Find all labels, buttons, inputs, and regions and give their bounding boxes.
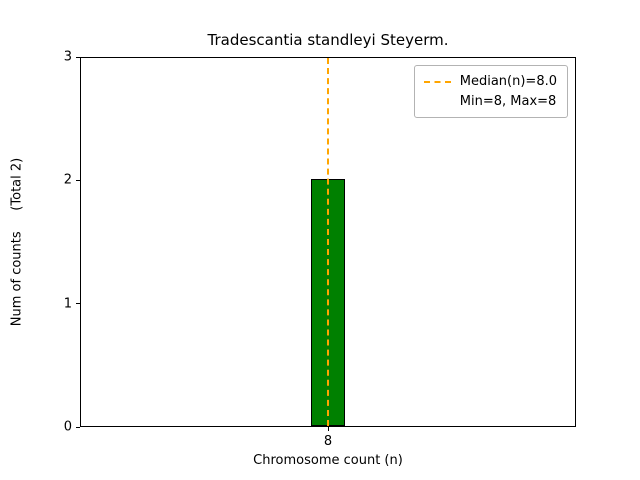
y-tick-label-0: 0: [63, 419, 72, 435]
median-dashed-line-icon: [423, 80, 451, 83]
y-tick-mark-3: [76, 56, 80, 58]
y-tick-mark-0: [76, 426, 80, 428]
legend-label-minmax: Min=8, Max=8: [459, 93, 557, 109]
plot-area: Median(n)=8.0 Min=8, Max=8: [80, 57, 576, 427]
legend-row-median: Median(n)=8.0: [423, 72, 557, 92]
chart-title: Tradescantia standleyi Steyerm.: [207, 31, 449, 49]
y-axis-label: Num of counts (Total 2): [9, 157, 25, 327]
y-tick-label-2: 2: [63, 172, 72, 188]
y-tick-label-1: 1: [63, 296, 72, 312]
x-tick-mark-8: [327, 427, 329, 431]
y-tick-mark-1: [76, 303, 80, 305]
legend-row-minmax: Min=8, Max=8: [424, 92, 557, 112]
y-tick-label-3: 3: [63, 49, 72, 65]
x-axis-label: Chromosome count (n): [253, 453, 403, 468]
x-tick-label-8: 8: [323, 434, 333, 449]
median-line: [327, 58, 329, 426]
legend-label-median: Median(n)=8.0: [459, 74, 557, 89]
y-tick-mark-2: [76, 179, 80, 181]
legend: Median(n)=8.0 Min=8, Max=8: [413, 65, 568, 118]
